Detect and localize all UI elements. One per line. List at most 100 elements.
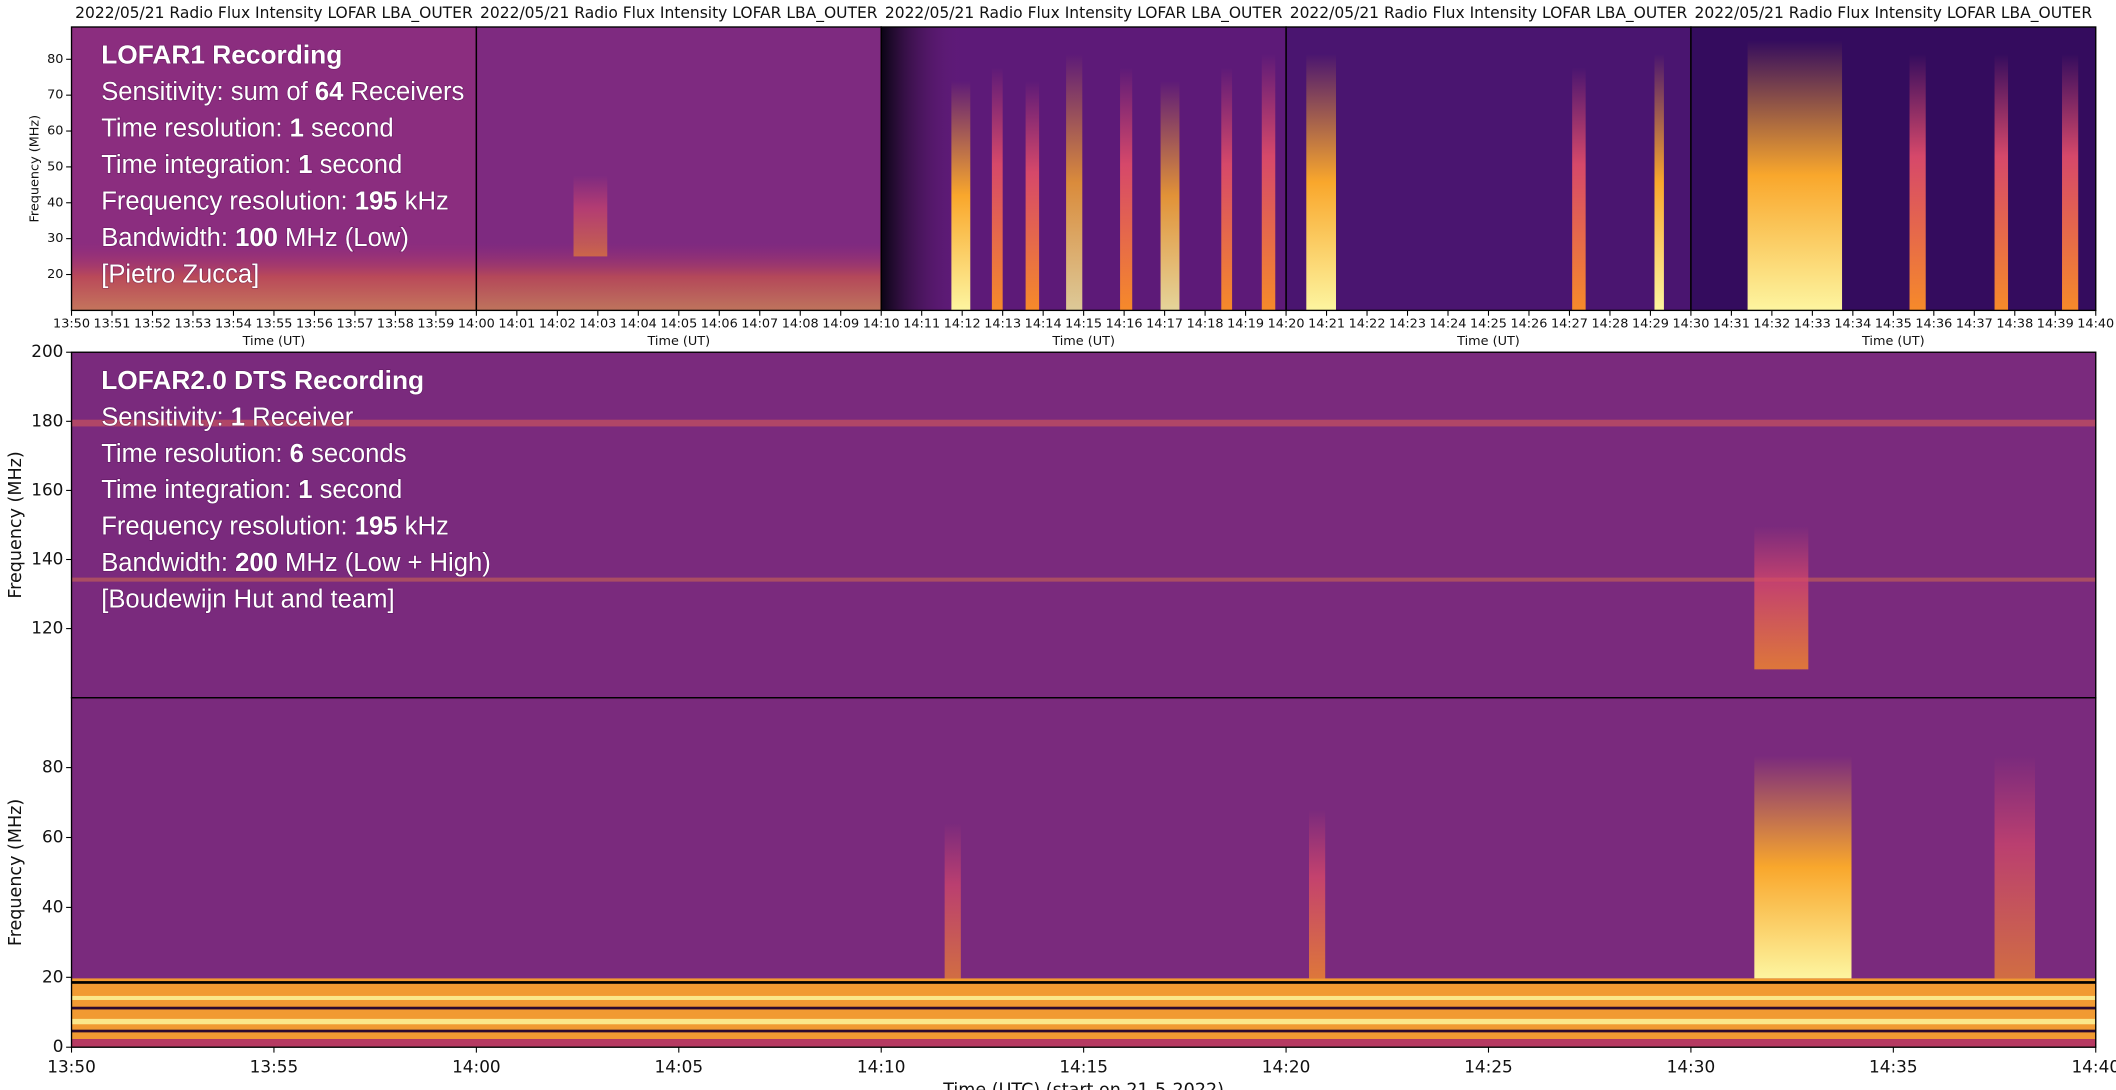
chart-title: 2022/05/21 Radio Flux Intensity LOFAR LB… bbox=[1290, 4, 1688, 23]
annotation-segment: Bandwidth: bbox=[101, 549, 235, 577]
x-tick-label: 14:25 bbox=[1470, 316, 1507, 331]
annotation-segment: [Boudewijn Hut and team] bbox=[101, 585, 394, 613]
x-tick-label: 13:50 bbox=[47, 1056, 96, 1076]
x-tick-label: 14:20 bbox=[1268, 316, 1305, 331]
annotation-segment: 1 bbox=[298, 151, 312, 179]
y-tick-label: 120 bbox=[31, 618, 63, 638]
annotation-line: Bandwidth: 200 MHz (Low + High) bbox=[101, 549, 491, 577]
annotation-title: LOFAR2.0 DTS Recording bbox=[101, 365, 424, 395]
annotation-segment: Frequency resolution: bbox=[101, 187, 355, 215]
y-tick-label: 60 bbox=[47, 124, 63, 139]
annotation-line: [Boudewijn Hut and team] bbox=[101, 585, 394, 613]
y-tick-label: 50 bbox=[47, 159, 63, 174]
annotation-line: Frequency resolution: 195 kHz bbox=[101, 187, 449, 215]
x-tick-label: 14:02 bbox=[539, 316, 576, 331]
x-tick-label: 14:15 bbox=[1065, 316, 1102, 331]
annotation-segment: 1 bbox=[290, 114, 304, 142]
x-tick-label: 13:56 bbox=[296, 316, 333, 331]
x-tick-label: 14:27 bbox=[1551, 316, 1588, 331]
annotation-segment: Bandwidth: bbox=[101, 224, 235, 252]
x-axis-label: Time (UT) bbox=[242, 334, 306, 349]
annotation-segment: seconds bbox=[304, 440, 407, 468]
x-tick-label: 14:30 bbox=[1672, 316, 1709, 331]
annotation-segment: MHz (Low + High) bbox=[278, 549, 491, 577]
x-tick-label: 14:20 bbox=[1262, 1056, 1311, 1076]
x-tick-label: 14:05 bbox=[660, 316, 697, 331]
annotation-segment: Receivers bbox=[343, 78, 464, 106]
annotation-segment: [Pietro Zucca] bbox=[101, 260, 259, 288]
annotation-line: Bandwidth: 100 MHz (Low) bbox=[101, 224, 409, 252]
annotation-line: Sensitivity: sum of 64 Receivers bbox=[101, 78, 464, 106]
x-tick-label: 14:06 bbox=[701, 316, 738, 331]
x-tick-label: 14:15 bbox=[1059, 1056, 1108, 1076]
annotation-segment: second bbox=[304, 114, 394, 142]
annotation-segment: 200 bbox=[235, 549, 278, 577]
x-tick-label: 14:16 bbox=[1106, 316, 1143, 331]
x-tick-label: 14:22 bbox=[1349, 316, 1386, 331]
y-tick-label: 40 bbox=[42, 896, 63, 916]
x-axis-label: Time (UT) bbox=[1861, 334, 1925, 349]
annotation-segment: Sensitivity: sum of bbox=[101, 78, 315, 106]
y-tick-label: 180 bbox=[31, 410, 63, 430]
annotation-segment: Frequency resolution: bbox=[101, 512, 355, 540]
x-tick-label: 14:32 bbox=[1753, 316, 1790, 331]
annotation-title: LOFAR1 Recording bbox=[101, 40, 342, 70]
x-tick-label: 14:31 bbox=[1713, 316, 1750, 331]
x-tick-label: 14:23 bbox=[1389, 316, 1426, 331]
x-tick-label: 13:58 bbox=[377, 316, 414, 331]
y-tick-label: 140 bbox=[31, 549, 63, 569]
annotation-line: Time resolution: 1 second bbox=[101, 114, 394, 142]
x-tick-label: 14:17 bbox=[1146, 316, 1183, 331]
x-tick-label: 14:12 bbox=[944, 316, 981, 331]
x-tick-label: 14:28 bbox=[1591, 316, 1628, 331]
x-tick-label: 14:39 bbox=[2037, 316, 2074, 331]
annotation-line: Time resolution: 6 seconds bbox=[101, 440, 406, 468]
x-tick-label: 14:37 bbox=[1956, 316, 1993, 331]
x-tick-label: 14:24 bbox=[1430, 316, 1467, 331]
chart-title: 2022/05/21 Radio Flux Intensity LOFAR LB… bbox=[885, 4, 1283, 23]
y-tick-label: 80 bbox=[42, 757, 63, 777]
annotation-segment: Time resolution: bbox=[101, 440, 289, 468]
y-tick-label: 30 bbox=[47, 231, 63, 246]
annotation-segment: second bbox=[313, 151, 403, 179]
y-axis-label: Frequency (MHz) bbox=[6, 451, 26, 598]
annotation-segment: 1 bbox=[298, 476, 312, 504]
annotation-line: Frequency resolution: 195 kHz bbox=[101, 512, 449, 540]
x-tick-label: 14:10 bbox=[863, 316, 900, 331]
chart-title: 2022/05/21 Radio Flux Intensity LOFAR LB… bbox=[1695, 4, 2093, 23]
x-tick-label: 14:40 bbox=[2071, 1056, 2116, 1076]
x-tick-label: 14:13 bbox=[984, 316, 1021, 331]
annotation-segment: MHz (Low) bbox=[278, 224, 409, 252]
x-tick-label: 14:34 bbox=[1834, 316, 1871, 331]
x-tick-label: 13:53 bbox=[175, 316, 212, 331]
y-tick-label: 0 bbox=[53, 1036, 64, 1056]
x-tick-label: 14:10 bbox=[857, 1056, 906, 1076]
figure: 2022/05/21 Radio Flux Intensity LOFAR LB… bbox=[0, 0, 2116, 1090]
annotation-line: Sensitivity: 1 Receiver bbox=[101, 403, 354, 431]
y-tick-label: 20 bbox=[42, 966, 63, 986]
annotation-segment: 1 bbox=[231, 403, 245, 431]
x-tick-label: 14:09 bbox=[822, 316, 859, 331]
x-tick-label: 14:01 bbox=[498, 316, 535, 331]
x-tick-label: 13:50 bbox=[53, 316, 90, 331]
y-tick-label: 70 bbox=[47, 88, 63, 103]
x-tick-label: 13:57 bbox=[336, 316, 373, 331]
x-tick-label: 14:36 bbox=[1915, 316, 1952, 331]
x-tick-label: 13:59 bbox=[417, 316, 454, 331]
chart-title: 2022/05/21 Radio Flux Intensity LOFAR LB… bbox=[480, 4, 878, 23]
x-tick-label: 14:21 bbox=[1308, 316, 1345, 331]
x-tick-label: 14:25 bbox=[1464, 1056, 1513, 1076]
chart-title: 2022/05/21 Radio Flux Intensity LOFAR LB… bbox=[75, 4, 473, 23]
x-tick-label: 13:52 bbox=[134, 316, 171, 331]
x-axis-label: Time (UTC) (start on 21-5-2022) bbox=[942, 1080, 1224, 1090]
x-tick-label: 14:19 bbox=[1227, 316, 1264, 331]
annotation-segment: 6 bbox=[290, 440, 304, 468]
annotation-segment: 195 bbox=[355, 512, 398, 540]
x-tick-label: 13:51 bbox=[94, 316, 131, 331]
x-tick-label: 14:29 bbox=[1632, 316, 1669, 331]
x-tick-label: 14:14 bbox=[1025, 316, 1062, 331]
annotation-line: [Pietro Zucca] bbox=[101, 260, 259, 288]
annotation-segment: Time resolution: bbox=[101, 114, 289, 142]
x-tick-label: 14:03 bbox=[579, 316, 616, 331]
y-axis-label: Frequency (MHz) bbox=[6, 799, 26, 946]
